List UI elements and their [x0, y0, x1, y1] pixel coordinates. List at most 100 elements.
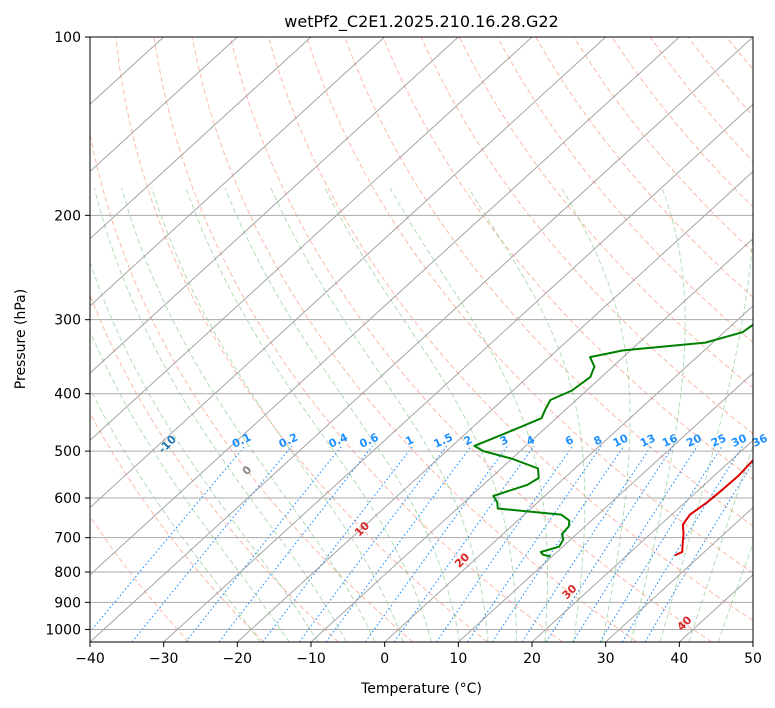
y-axis-label: Pressure (hPa) — [13, 289, 29, 389]
mixing-ratio-line — [621, 445, 744, 642]
mixing-ratio-label: 36 — [750, 431, 770, 449]
mixing-ratio-label: 0.2 — [277, 431, 300, 451]
mixing-ratio-label: 8 — [592, 433, 604, 448]
plot-frame — [89, 36, 754, 643]
moist-adiabats — [90, 187, 753, 642]
dry-adiabat-label: -10 — [156, 433, 179, 456]
moist-adiabat-line — [468, 187, 586, 642]
isotherm-line — [163, 103, 753, 642]
y-tick-label: 1000 — [45, 622, 81, 638]
pressure-gridlines — [90, 37, 753, 630]
isotherm-line — [605, 506, 753, 642]
dry-adiabat-line — [382, 37, 753, 481]
mixing-ratio-line — [218, 445, 373, 642]
dry-adiabat-line — [191, 37, 638, 642]
x-tick-label: 50 — [744, 651, 762, 667]
dry-adiabat-line — [306, 37, 753, 574]
y-tick-label: 100 — [54, 30, 81, 46]
dry-adiabat-line — [765, 37, 775, 642]
dry-adiabat-line — [268, 37, 753, 622]
dry-adiabat-line — [496, 37, 753, 344]
x-tick-label: −40 — [75, 651, 105, 667]
isotherm-line — [752, 641, 753, 642]
moist-adiabat-line — [185, 188, 432, 642]
isotherm-line — [90, 37, 312, 240]
mixing-ratio-line — [572, 445, 699, 642]
y-tick-label: 900 — [54, 595, 81, 611]
mixing-ratio-label: 3 — [498, 433, 510, 448]
dry-adiabat-line — [153, 37, 563, 642]
isotherm-line — [457, 372, 753, 642]
y-axis: 1000 900 800 700 600 500 400 300 200 100 — [45, 30, 90, 638]
y-tick-label: 400 — [54, 387, 81, 403]
mixing-ratio-line — [131, 445, 293, 642]
mixing-ratio-line — [521, 445, 652, 642]
mixing-ratio-line — [435, 445, 574, 642]
mixing-ratio-line — [364, 445, 509, 642]
profile-series — [473, 323, 753, 558]
mixing-ratio-line — [262, 445, 414, 642]
mixing-ratio-label: 2 — [462, 433, 474, 448]
isotherm-line — [90, 37, 459, 374]
dry-adiabat-label: 20 — [452, 550, 472, 570]
x-tick-label: 30 — [597, 651, 615, 667]
x-tick-label: 40 — [670, 651, 688, 667]
dry-adiabat-line — [344, 37, 753, 527]
x-tick-label: −10 — [296, 651, 326, 667]
x-tick-label: −30 — [149, 651, 179, 667]
moist-adiabat-line — [93, 188, 347, 642]
dry-adiabat-line — [229, 37, 712, 642]
mixing-ratio-label: 20 — [684, 431, 704, 449]
moist-adiabat-line — [717, 542, 753, 642]
mixing-ratio-line — [185, 445, 343, 642]
dewpoint-profile-line — [473, 323, 753, 558]
mixing-ratio-line — [545, 445, 674, 642]
moist-adiabat-line — [224, 188, 461, 642]
mixing-ratio-label: 1 — [403, 433, 415, 448]
moist-adiabat-line — [90, 387, 261, 642]
moist-adiabat-line — [151, 188, 404, 642]
moist-adiabat-line — [90, 329, 290, 642]
isotherm-line — [90, 37, 680, 576]
x-axis-label: Temperature (°C) — [360, 681, 482, 697]
mixing-ratio-lines — [90, 445, 753, 642]
mixing-ratio-line — [644, 461, 753, 642]
mixing-ratio-label: 16 — [660, 431, 680, 449]
mixing-ratio-label: 6 — [563, 433, 576, 448]
mixing-ratio-line — [90, 445, 246, 633]
dry-adiabat-line — [90, 131, 414, 642]
mixing-ratio-label: 0.1 — [230, 431, 253, 451]
x-tick-label: 10 — [449, 651, 467, 667]
dry-adiabat-line — [687, 37, 753, 117]
skewed-isotherms — [90, 37, 753, 642]
mixing-ratio-line — [467, 445, 602, 642]
x-axis: −40 −30 −20 −10 0 10 20 30 40 50 — [75, 642, 762, 667]
y-tick-label: 300 — [54, 313, 81, 329]
mixing-ratio-label: 1.5 — [432, 431, 455, 451]
mixing-ratio-line — [393, 445, 535, 642]
isotherm-line — [90, 37, 238, 173]
dry-adiabat-line — [573, 37, 753, 253]
y-tick-label: 800 — [54, 565, 81, 581]
dry-adiabat-line — [535, 37, 753, 298]
moist-adiabat-line — [270, 187, 489, 642]
y-tick-label: 600 — [54, 491, 81, 507]
isotherm-line — [531, 439, 753, 642]
dry-adiabat-line — [90, 412, 264, 642]
dry-adiabat-label: 30 — [560, 582, 580, 602]
isotherm-line — [236, 170, 753, 642]
mixing-ratio-line — [325, 445, 472, 642]
y-tick-label: 700 — [54, 531, 81, 547]
x-tick-label: −20 — [223, 651, 253, 667]
mixing-ratio-line — [599, 445, 723, 642]
temperature-profile-line — [674, 458, 753, 557]
isotherm-line — [90, 37, 753, 642]
mixing-ratio-line — [491, 445, 625, 642]
moist-adiabat-line — [630, 188, 686, 642]
moist-adiabat-line — [121, 188, 376, 642]
mixing-ratio-label: 0.4 — [327, 431, 350, 451]
x-tick-label: 20 — [523, 651, 541, 667]
moist-adiabat-line — [90, 260, 319, 642]
